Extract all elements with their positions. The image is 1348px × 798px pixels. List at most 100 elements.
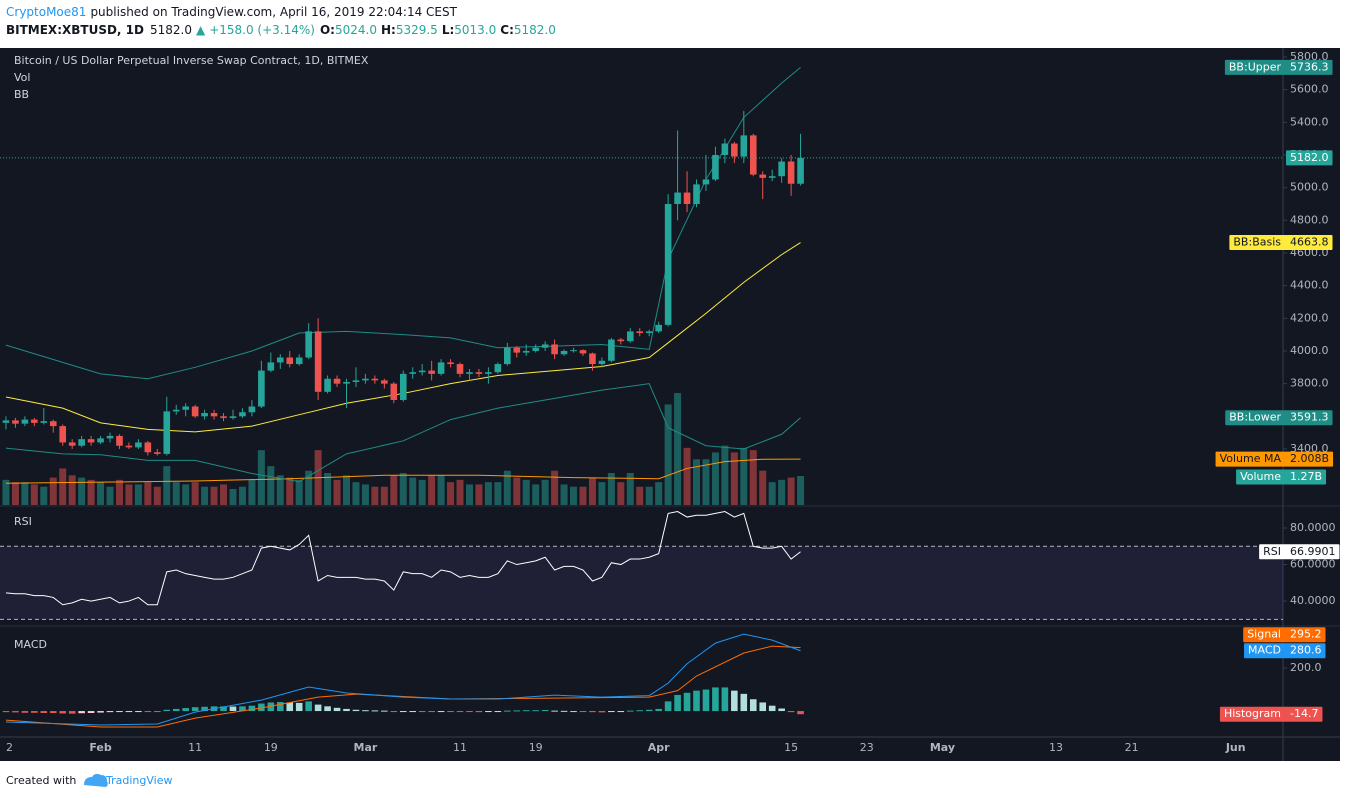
candle-body (740, 135, 748, 157)
candle-body (617, 339, 625, 342)
bollinger-line (5, 383, 801, 483)
histogram-bar (125, 711, 133, 713)
footer-brand[interactable]: TradingView (105, 774, 172, 787)
volume-bar (683, 447, 691, 505)
candle-body (248, 406, 256, 413)
histogram-bar (182, 708, 189, 712)
candle-body (636, 331, 644, 334)
candle-body (598, 360, 606, 365)
tag-value: 3591.3 (1290, 411, 1329, 424)
volume-bar (579, 486, 587, 505)
symbol: BITMEX:XBTUSD, 1D (6, 23, 144, 37)
histogram-bar (598, 711, 606, 713)
tag-value: 5182.0 (1290, 151, 1329, 164)
volume-bar (248, 479, 256, 505)
rsi-band (0, 546, 1283, 620)
candle-body (778, 161, 785, 177)
candle-body (12, 420, 19, 424)
candle-body (409, 372, 417, 374)
candle-body (172, 409, 180, 412)
candle-body (475, 372, 483, 374)
tag-name: Histogram (1224, 707, 1281, 720)
arrow: ▲ (196, 23, 206, 37)
candle-body (49, 421, 57, 427)
volume-ma-line (5, 458, 801, 484)
histogram-bar (295, 702, 303, 712)
histogram-bar (636, 710, 644, 712)
histogram-bar (712, 687, 719, 712)
candle-body (683, 192, 691, 204)
tag-name: BB:Upper (1229, 60, 1282, 73)
histogram-bar (532, 710, 539, 712)
candle-body (305, 331, 312, 358)
x-tick-label: May (930, 741, 955, 754)
pane-title: Bitcoin / US Dollar Perpetual Inverse Sw… (14, 54, 369, 67)
candle-body (210, 413, 218, 417)
volume-bar (106, 486, 114, 505)
histogram-bar (447, 711, 454, 713)
tag-box (1225, 410, 1333, 426)
candle-body (276, 357, 284, 363)
tag-name: Signal (1247, 628, 1281, 641)
y-tick-label: 40.0000 (1290, 594, 1336, 607)
candle-body (522, 350, 530, 353)
volume-bar (570, 486, 578, 505)
histogram-bar (570, 711, 577, 713)
tag-name: BB:Basis (1233, 236, 1281, 249)
volume-bar (560, 484, 568, 505)
tag-name: Volume (1240, 470, 1281, 483)
candle-body (721, 143, 729, 155)
histogram-bar (759, 702, 767, 712)
volume-bar (494, 482, 502, 505)
volume-bar (153, 486, 161, 505)
histogram-bar (343, 708, 350, 712)
volume-bar (97, 482, 105, 505)
histogram-bar (409, 711, 417, 713)
volume-bar (134, 484, 142, 505)
candle-body (447, 362, 454, 365)
volume-bar (30, 484, 38, 505)
volume-bar (693, 459, 701, 505)
candle-body (239, 412, 246, 417)
candle-body (428, 370, 435, 374)
x-tick-label: 13 (1049, 741, 1063, 754)
histogram-bar (702, 689, 710, 712)
volume-bar (324, 473, 332, 505)
histogram-bar (258, 703, 265, 712)
candle-body (504, 347, 511, 365)
tag-value: 66.9901 (1290, 545, 1336, 558)
candle-body (513, 347, 521, 353)
volume-bar (286, 477, 294, 505)
candle-body (749, 135, 757, 175)
candle-body (787, 161, 795, 184)
x-tick-label: 11 (188, 741, 202, 754)
histogram-bar (371, 710, 379, 712)
candle-body (712, 154, 719, 180)
histogram-bar (797, 711, 804, 715)
price-tag: 5736.3 BB:Upper (1224, 59, 1333, 75)
price-tag: 5182.0 (1286, 150, 1333, 166)
candle-body (116, 435, 123, 446)
price-tag: 4663.8 BB:Basis (1229, 235, 1333, 251)
histogram-bar (721, 687, 729, 712)
histogram-bar (475, 711, 483, 713)
histogram-bar (267, 702, 275, 712)
tag-box (1243, 627, 1326, 643)
candle-body (106, 435, 114, 439)
tag-box (1229, 235, 1333, 251)
footer-text: Created with (6, 774, 76, 787)
author[interactable]: CryptoMoe81 (6, 5, 86, 19)
histogram-bar (418, 711, 426, 713)
histogram-bar (437, 711, 445, 713)
tag-value: 2.008B (1290, 452, 1329, 465)
volume-bar (229, 489, 237, 505)
volume-bar (503, 470, 511, 505)
histogram-bar (731, 690, 738, 712)
volume-bar (40, 486, 48, 505)
volume-bar (522, 479, 530, 505)
candle-body (267, 362, 275, 371)
volume-bar (295, 479, 303, 505)
volume-bar (182, 484, 190, 505)
candle-body (229, 416, 237, 418)
candle-body (664, 203, 672, 325)
